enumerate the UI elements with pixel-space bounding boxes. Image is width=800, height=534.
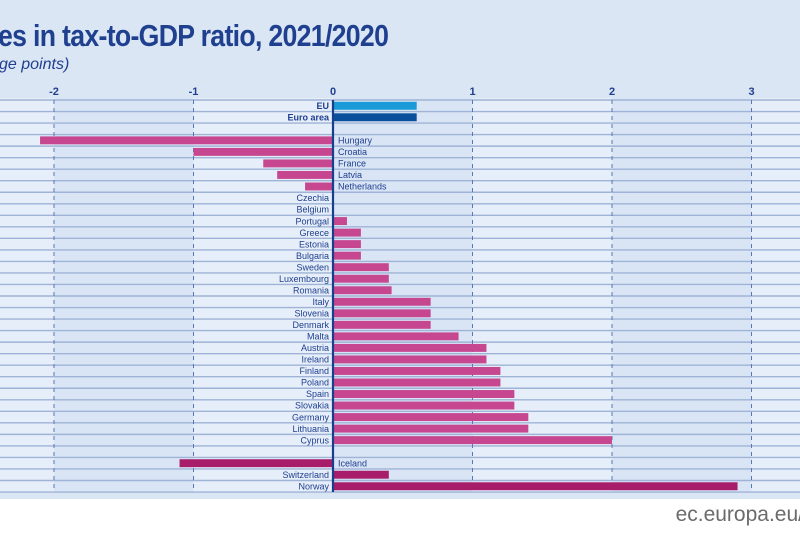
label-lithuania: Lithuania (292, 424, 329, 434)
chart-subtitle: ge points) (0, 56, 70, 73)
x-tick-label: 3 (748, 86, 754, 98)
label-austria: Austria (301, 343, 329, 353)
bar-bulgaria (333, 251, 361, 260)
bar-denmark (333, 320, 431, 329)
label-denmark: Denmark (292, 320, 329, 330)
bar-euro-area (333, 113, 417, 122)
bar-spain (333, 390, 515, 398)
label-romania: Romania (293, 285, 329, 295)
x-tick-label: 1 (469, 86, 475, 98)
label-germany: Germany (292, 412, 330, 422)
label-portugal: Portugal (295, 216, 329, 226)
chart-title: es in tax-to-GDP ratio, 2021/2020 (0, 18, 389, 53)
label-bulgaria: Bulgaria (296, 251, 329, 261)
label-croatia: Croatia (338, 147, 367, 157)
label-slovakia: Slovakia (295, 401, 329, 411)
gridlines (53, 100, 752, 493)
label-ireland: Ireland (301, 355, 329, 365)
bar-france (263, 159, 333, 168)
bar-romania (333, 286, 392, 295)
label-switzerland: Switzerland (282, 470, 329, 480)
bar-norway (333, 482, 738, 491)
bar-germany (333, 413, 529, 422)
bar-latvia (277, 170, 333, 179)
x-tick-label: -1 (189, 86, 199, 98)
bar-austria (333, 343, 487, 352)
label-eu: EU (316, 101, 329, 111)
bar-cyprus (333, 436, 612, 445)
label-france: France (338, 159, 366, 169)
label-czechia: Czechia (296, 193, 329, 203)
bar-greece (333, 228, 361, 237)
background-band (612, 98, 752, 493)
bar-portugal (333, 217, 347, 226)
bar-slovenia (333, 309, 431, 318)
background-band (54, 98, 194, 493)
label-iceland: Iceland (338, 458, 367, 468)
bar-luxembourg (333, 274, 389, 283)
bar-switzerland (333, 470, 389, 479)
label-italy: Italy (312, 297, 329, 307)
bar-poland (333, 378, 501, 387)
bar-eu (333, 101, 417, 110)
bars (40, 101, 738, 491)
background-band (751, 98, 800, 493)
bar-malta (333, 332, 459, 341)
background-band (0, 98, 54, 493)
label-poland: Poland (301, 378, 329, 388)
bar-netherlands (305, 182, 333, 191)
label-latvia: Latvia (338, 170, 362, 180)
row-separators (0, 99, 800, 493)
label-greece: Greece (299, 228, 329, 238)
label-norway: Norway (298, 481, 329, 491)
label-finland: Finland (299, 366, 329, 376)
bar-finland (333, 366, 501, 375)
label-spain: Spain (306, 389, 329, 399)
label-netherlands: Netherlands (338, 182, 387, 192)
label-malta: Malta (307, 332, 329, 342)
label-hungary: Hungary (338, 136, 373, 146)
source-url: ec.europa.eu/ (675, 503, 800, 526)
label-sweden: Sweden (296, 262, 329, 272)
bar-estonia (333, 240, 361, 249)
bar-iceland (179, 459, 333, 468)
bar-croatia (193, 147, 333, 156)
bar-slovakia (333, 401, 515, 410)
label-cyprus: Cyprus (300, 435, 329, 445)
bar-sweden (333, 263, 389, 272)
x-tick-label: -2 (49, 86, 59, 98)
bar-ireland (333, 355, 487, 364)
bar-lithuania (333, 424, 529, 433)
x-axis-ticks: -2 -1 0 1 2 3 (49, 86, 754, 98)
x-tick-label: 2 (609, 86, 615, 98)
label-euro-area: Euro area (287, 112, 330, 122)
bar-hungary (40, 136, 334, 145)
label-estonia: Estonia (299, 239, 329, 249)
x-tick-label: 0 (330, 86, 336, 98)
bar-italy (333, 297, 431, 306)
label-luxembourg: Luxembourg (279, 274, 329, 284)
label-slovenia: Slovenia (294, 309, 329, 319)
label-belgium: Belgium (296, 205, 329, 215)
